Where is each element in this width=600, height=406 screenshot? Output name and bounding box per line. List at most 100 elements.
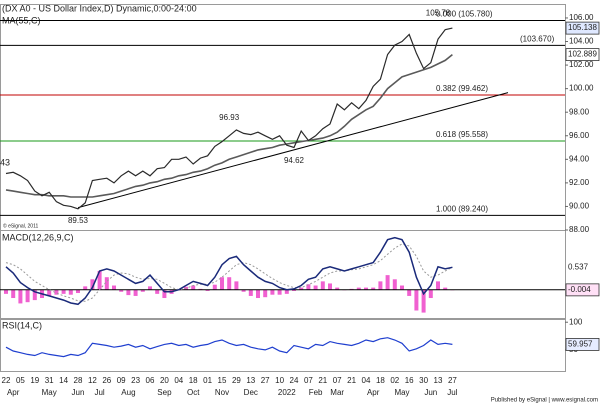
rsi-title: RSI(14,C) (2, 320, 42, 330)
histogram-bar (90, 279, 95, 290)
histogram-bar (299, 287, 304, 290)
histogram-bar (335, 287, 340, 290)
histogram-bar (212, 284, 217, 290)
histogram-bar (313, 285, 318, 290)
histogram-bar (227, 277, 232, 290)
x-tick-label: 27 (448, 376, 457, 385)
macd-title: MACD(12,26,9,C) (2, 232, 74, 242)
x-tick-label: 16 (405, 376, 414, 385)
histogram-bar (140, 289, 145, 292)
histogram-bar (61, 289, 66, 294)
histogram-bar (205, 289, 210, 291)
histogram-bar (436, 281, 440, 290)
x-tick-label: 21 (347, 376, 356, 385)
month-label: Jun (424, 388, 437, 397)
x-tick-label: 31 (45, 376, 54, 385)
histogram-bar (162, 289, 167, 299)
month-label: Feb (309, 388, 323, 397)
histogram-last-box (565, 283, 600, 297)
month-label: Mar (330, 388, 344, 397)
histogram-bar (248, 289, 253, 296)
x-tick-label: 24 (290, 376, 299, 385)
x-tick-label: 29 (232, 376, 241, 385)
month-label: May (42, 388, 57, 397)
histogram-bar (97, 270, 102, 290)
histogram-bar (284, 289, 289, 294)
level-label: (103.670) (520, 35, 555, 44)
histogram-bar (32, 289, 37, 301)
histogram-bar (392, 279, 397, 290)
histogram-bar (133, 289, 138, 296)
histogram-last: -0.004 (568, 285, 591, 294)
x-tick-label: 01 (203, 376, 212, 385)
histogram-bar (241, 289, 246, 292)
y-tick-label: 106.00 (569, 13, 594, 22)
x-tick-label: 18 (189, 376, 198, 385)
x-tick-label: 27 (261, 376, 270, 385)
histogram-bar (356, 287, 361, 290)
histogram-bar (76, 289, 80, 294)
x-tick-label: 07 (333, 376, 342, 385)
x-tick-label: 07 (304, 376, 313, 385)
histogram-bar (112, 285, 116, 290)
x-tick-label: 06 (146, 376, 155, 385)
x-tick-label: 13 (434, 376, 443, 385)
histogram-bar (306, 284, 311, 290)
y-tick-label: 100.00 (569, 84, 594, 93)
x-tick-label: 14 (59, 376, 68, 385)
histogram-bar (270, 289, 275, 295)
histogram-bar (378, 281, 383, 290)
swing-low-label: 94.62 (284, 156, 305, 165)
level-label: 0.000 (105.780) (436, 10, 493, 19)
histogram-bar (414, 289, 419, 311)
y-tick-label: 88.00 (569, 225, 590, 234)
histogram-bar (385, 275, 390, 290)
chart-title: (DX A0 - US Dollar Index,D) Dynamic,0:00… (2, 3, 197, 13)
y-tick-label: 104.00 (569, 37, 594, 46)
swing-high-label: 105.78 (426, 9, 451, 18)
macd-last-label: 0.537 (568, 262, 589, 271)
y-tick-label: 92.00 (569, 178, 590, 187)
month-label: Apr (7, 388, 20, 397)
price-panel (0, 4, 566, 231)
price-line (5, 27, 453, 210)
histogram-bar (443, 287, 448, 290)
footnote: © eSignal, 2011 (3, 222, 39, 229)
month-label: Dec (244, 388, 258, 397)
trendline (77, 92, 509, 209)
x-tick-label: 19 (30, 376, 39, 385)
histogram-bar (421, 289, 426, 313)
level-label: 0.618 (95.558) (436, 130, 488, 139)
last-price: 105.138 (568, 23, 597, 32)
x-tick-label: 30 (419, 376, 428, 385)
x-tick-label: 12 (88, 376, 97, 385)
x-tick-label: 05 (16, 376, 25, 385)
histogram-bar (191, 285, 196, 290)
histogram-bar (11, 289, 16, 299)
month-label: Jun (72, 388, 85, 397)
rsi-last-box (565, 338, 600, 351)
histogram-bar (4, 289, 8, 294)
x-tick-label: 18 (376, 376, 385, 385)
x-tick-label: 23 (131, 376, 140, 385)
macd-line (5, 236, 453, 306)
level-label: 1.000 (89.240) (436, 205, 488, 214)
histogram-bar (263, 289, 268, 298)
clipped-label: 43 (0, 157, 10, 167)
histogram-bar (148, 286, 152, 290)
month-label: Sep (157, 388, 172, 397)
x-tick-label: 04 (174, 376, 183, 385)
x-tick-label: 10 (275, 376, 284, 385)
y-tick-label: 94.00 (569, 154, 590, 163)
swing-low-label: 89.53 (68, 216, 89, 225)
y-tick-label: 90.00 (569, 202, 590, 211)
swing-high-label: 96.93 (219, 113, 240, 122)
histogram-bar (320, 281, 325, 290)
histogram-bar (47, 289, 52, 296)
histogram-bar (104, 277, 109, 290)
histogram-bar (25, 289, 30, 303)
histogram-bar (428, 289, 433, 299)
level-label: 0.382 (99.462) (436, 84, 488, 93)
histogram-bar (407, 289, 412, 296)
